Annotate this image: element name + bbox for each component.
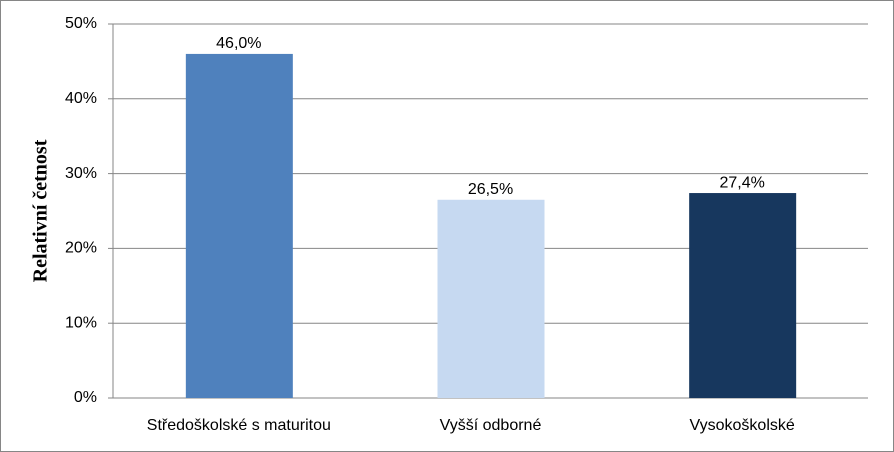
y-tick-label: 10% [65, 314, 97, 331]
y-tick-label: 40% [65, 90, 97, 107]
y-tick-label: 50% [65, 15, 97, 32]
y-tick-label: 30% [65, 165, 97, 182]
bar [437, 199, 545, 398]
data-label: 27,4% [719, 174, 764, 191]
y-tick-label: 0% [74, 389, 97, 406]
data-label: 26,5% [468, 181, 513, 198]
x-tick-label: Vysokoškolské [690, 417, 795, 434]
y-tick-label: 20% [65, 240, 97, 257]
bar [185, 53, 293, 399]
x-tick-label: Vyšší odborné [440, 417, 542, 434]
x-tick-label: Středoškolské s maturitou [147, 417, 331, 434]
bar [689, 193, 797, 398]
y-axis-title: Relativní četnost [30, 139, 52, 282]
data-label: 46,0% [216, 35, 261, 52]
